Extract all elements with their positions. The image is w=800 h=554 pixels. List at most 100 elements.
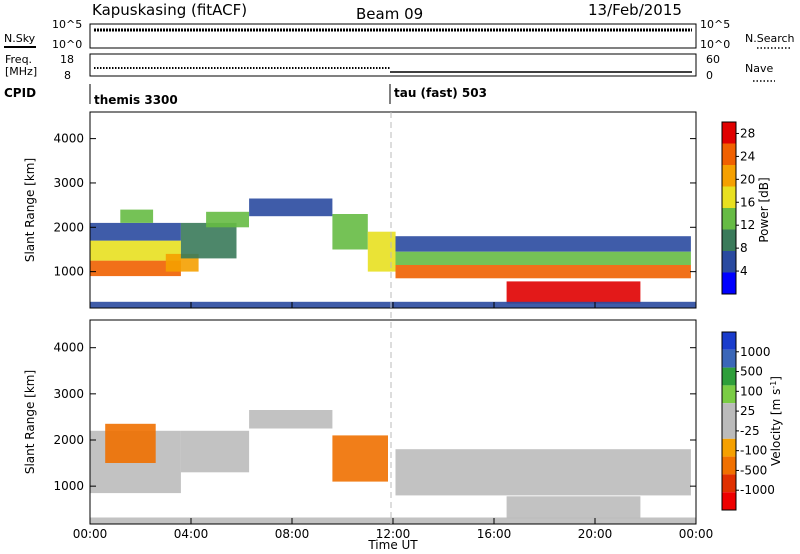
- x-axis-label: Time UT: [367, 538, 418, 552]
- power-band: [395, 265, 691, 279]
- time-tick-label: 16:00: [477, 527, 512, 541]
- freq-tick-low: 8: [64, 69, 71, 82]
- power-colorbar-swatch: [722, 122, 736, 144]
- velocity-band: [105, 423, 156, 463]
- power-colorbar-swatch: [722, 165, 736, 187]
- power-band: [249, 198, 333, 217]
- nsky-tick-low: 10^0: [52, 38, 82, 51]
- power-band: [506, 281, 641, 304]
- power-colorbar-swatch: [722, 251, 736, 273]
- power-marks: [90, 198, 696, 308]
- power-band: [395, 251, 691, 265]
- velocity-marks: [90, 410, 696, 524]
- power-y-ticks: 1000 2000 3000 4000: [53, 132, 696, 279]
- time-tick-label: 08:00: [275, 527, 310, 541]
- velocity-colorbar-swatch: [722, 367, 736, 386]
- velocity-y-tick-label: 1000: [53, 479, 84, 493]
- velocity-y-axis-label: Slant Range [km]: [23, 370, 37, 474]
- power-y-tick-label: 1000: [53, 265, 84, 279]
- velocity-colorbar-swatch: [722, 438, 736, 457]
- velocity-y-tick-label: 4000: [53, 341, 84, 355]
- velocity-colorbar-swatch: [722, 403, 736, 421]
- velocity-colorbar-label: Velocity [m s-1]: [769, 376, 784, 466]
- velocity-colorbar-tick-label: 500: [740, 365, 763, 379]
- power-colorbar-swatch: [722, 143, 736, 165]
- power-band: [90, 260, 181, 277]
- time-axis: 00:00 04:00 08:00 12:00 16:00 20:00 00:00: [73, 302, 714, 541]
- power-y-tick-label: 4000: [53, 132, 84, 146]
- power-colorbar-swatch: [722, 186, 736, 208]
- velocity-colorbar-tick-label: 100: [740, 384, 763, 398]
- date-title: 13/Feb/2015: [588, 1, 682, 19]
- nsky-panel: [89, 23, 697, 49]
- power-colorbar-tick-label: 16: [740, 195, 755, 209]
- velocity-colorbar-swatch: [722, 421, 736, 439]
- velocity-y-tick-label: 2000: [53, 433, 84, 447]
- velocity-colorbar-tick-label: -1000: [740, 483, 775, 497]
- power-band: [180, 222, 237, 259]
- velocity-colorbar-swatch: [722, 456, 736, 475]
- velocity-band: [180, 430, 250, 473]
- time-tick-label: 00:00: [73, 527, 108, 541]
- power-panel-frame: [89, 111, 697, 309]
- velocity-colorbar-tick-label: -25: [740, 424, 760, 438]
- freq-tick-high: 18: [60, 53, 74, 66]
- nsearch-tick-low: 10^0: [700, 38, 730, 51]
- time-tick-label: 04:00: [174, 527, 209, 541]
- power-colorbar-frame: [721, 121, 737, 295]
- velocity-colorbar-frame: [721, 331, 737, 511]
- time-tick-label: 12:00: [376, 527, 411, 541]
- power-colorbar-tick-label: 20: [740, 172, 755, 186]
- power-colorbar-swatch: [722, 272, 736, 294]
- power-y-tick-label: 3000: [53, 176, 84, 190]
- velocity-colorbar-tick-label: -500: [740, 463, 767, 477]
- velocity-colorbar-swatch: [722, 385, 736, 404]
- velocity-band: [506, 496, 641, 519]
- power-colorbar-tick-label: 24: [740, 149, 755, 163]
- beam-title: Beam 09: [356, 5, 423, 23]
- power-band: [90, 240, 181, 261]
- time-tick-label: 20:00: [578, 527, 613, 541]
- power-colorbar-tick-label: 4: [740, 264, 748, 278]
- freq-panel: [89, 53, 697, 77]
- freq-label: Freq.: [5, 53, 32, 66]
- power-colorbar-tick-label: 8: [740, 241, 748, 255]
- freq-unit-label: [MHz]: [5, 65, 37, 78]
- power-band: [332, 214, 368, 250]
- power-colorbar-tick-label: 28: [740, 126, 755, 140]
- nave-tick-low: 0: [706, 69, 713, 82]
- velocity-colorbar-swatch: [722, 332, 736, 350]
- nave-tick-high: 60: [706, 53, 720, 66]
- velocity-band: [395, 449, 691, 496]
- velocity-colorbar-swatch: [722, 492, 736, 510]
- nave-label: Nave: [745, 62, 773, 75]
- velocity-band: [332, 435, 388, 482]
- power-colorbar: 4 8 12 16 20 24 28: [721, 121, 755, 295]
- power-band: [395, 236, 691, 252]
- cpid-mode-2: tau (fast) 503: [394, 86, 487, 100]
- nsearch-tick-high: 10^5: [700, 18, 730, 31]
- velocity-y-ticks: 1000 2000 3000 4000: [53, 341, 696, 493]
- velocity-colorbar-swatch: [722, 474, 736, 493]
- velocity-colorbar-tick-label: 1000: [740, 345, 771, 359]
- velocity-panel: 1000 2000 3000 4000 Slant Range [km]: [23, 319, 697, 525]
- time-tick-label: 00:00: [679, 527, 714, 541]
- velocity-band: [249, 410, 333, 429]
- velocity-y-tick-label: 3000: [53, 387, 84, 401]
- velocity-colorbar-tick-label: 25: [740, 404, 755, 418]
- power-band: [120, 209, 154, 223]
- velocity-colorbar: 1000 500 100 25 -25 -100 -500 -1000: [721, 331, 775, 511]
- cpid-label: CPID: [4, 86, 36, 100]
- cpid-mode-1: themis 3300: [94, 93, 178, 107]
- power-band: [90, 222, 181, 241]
- station-title: Kapuskasing (fitACF): [92, 1, 247, 19]
- velocity-colorbar-tick-label: -100: [740, 444, 767, 458]
- velocity-colorbar-swatch: [722, 349, 736, 368]
- nsky-tick-high: 10^5: [52, 18, 82, 31]
- power-y-axis-label: Slant Range [km]: [23, 158, 37, 262]
- power-colorbar-swatch: [722, 229, 736, 251]
- power-colorbar-label: Power [dB]: [757, 177, 771, 242]
- power-colorbar-tick-label: 12: [740, 218, 755, 232]
- nsearch-label: N.Search: [745, 32, 795, 45]
